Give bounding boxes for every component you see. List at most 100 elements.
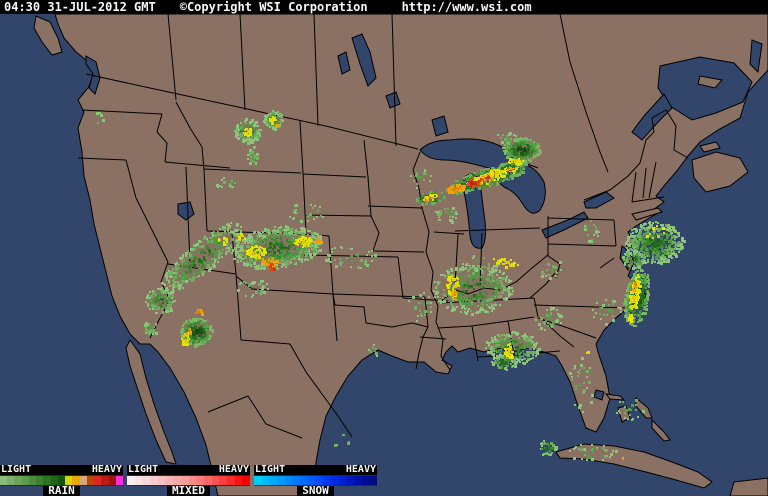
radar-cluster-utah-tail bbox=[145, 287, 176, 314]
radar-cluster-arizona-storm-yellow bbox=[181, 332, 190, 346]
radar-cluster-florida-yellow-dot bbox=[586, 351, 590, 354]
legend-color-cell bbox=[330, 476, 339, 485]
radar-cluster-greatlakes-core-a bbox=[447, 184, 466, 194]
legend-color-cell bbox=[65, 476, 73, 485]
radar-cluster-montana-cell-a-core bbox=[243, 128, 252, 137]
lake-nipigon bbox=[431, 115, 449, 137]
radar-cluster-kentucky-dots bbox=[462, 255, 499, 272]
legend-panel-rain: LIGHT HEAVY RAIN bbox=[0, 465, 123, 496]
radar-cluster-florida-dots bbox=[569, 357, 594, 413]
islands-over-water bbox=[697, 75, 723, 89]
radar-cluster-utah-band-core bbox=[218, 237, 228, 246]
legend-color-cell bbox=[43, 476, 51, 485]
wsi-url: http://www.wsi.com bbox=[401, 0, 532, 14]
legend-color-cell bbox=[150, 476, 158, 485]
radar-cluster-greatlakes-west-tail bbox=[416, 191, 445, 206]
snow-colorbar bbox=[254, 475, 377, 486]
legend-color-cell bbox=[7, 476, 15, 485]
radar-cluster-wyoming-scatter bbox=[216, 177, 236, 188]
legend-color-cell bbox=[86, 476, 95, 485]
legend-color-cell bbox=[50, 476, 58, 485]
legend-color-cell bbox=[203, 476, 212, 485]
legend-color-cell bbox=[315, 476, 324, 485]
copyright-text: ©Copyright WSI Corporation bbox=[179, 0, 368, 14]
anticosti-island bbox=[697, 75, 723, 89]
mixed-type-label: MIXED bbox=[166, 485, 211, 496]
radar-cluster-gulf-coast-water bbox=[491, 354, 518, 371]
legend-color-cell bbox=[134, 476, 143, 485]
snow-intensity-strip: LIGHT HEAVY bbox=[254, 465, 377, 475]
radar-cluster-colorado-west-core bbox=[238, 233, 246, 241]
legend-color-cell bbox=[115, 476, 123, 485]
legend-color-cell bbox=[57, 476, 66, 485]
radar-cluster-nebraska-scatter bbox=[289, 204, 324, 223]
legend-panel-mixed: LIGHT HEAVY MIXED bbox=[127, 465, 250, 496]
legend-color-cell bbox=[369, 476, 377, 485]
cuba bbox=[555, 443, 713, 489]
radar-cluster-ontario-dots bbox=[497, 132, 517, 144]
radar-cluster-colorado-core-e bbox=[314, 237, 323, 244]
legend-color-cell bbox=[261, 476, 270, 485]
legend-color-cell bbox=[180, 476, 189, 485]
snow-type-label: SNOW bbox=[297, 485, 334, 496]
legend-color-cell bbox=[21, 476, 29, 485]
legend-color-cell bbox=[108, 476, 116, 485]
legend-color-cell bbox=[188, 476, 197, 485]
radar-cluster-appalachia-dots bbox=[541, 261, 562, 280]
mixed-colorbar bbox=[127, 475, 250, 486]
snow-heavy-label: HEAVY bbox=[345, 464, 376, 475]
legend-color-cell bbox=[94, 476, 102, 485]
radar-cluster-arizona-storm-orange bbox=[186, 328, 192, 335]
radar-cluster-cuba-orange-dot bbox=[622, 457, 624, 460]
lake-of-the-woods bbox=[385, 91, 401, 109]
radar-cluster-huron-north-blob bbox=[502, 137, 542, 163]
radar-cluster-georgia-scatter bbox=[535, 307, 563, 331]
radar-cluster-greatlakes-core-b bbox=[466, 178, 480, 188]
long-island-bahamas bbox=[651, 418, 671, 442]
radar-cluster-minnesota-dots bbox=[410, 169, 432, 189]
legend-color-cell bbox=[361, 476, 370, 485]
legend-color-cell bbox=[127, 476, 135, 485]
lake-ontario bbox=[583, 191, 615, 209]
legend-color-cell bbox=[226, 476, 235, 485]
radar-layer bbox=[96, 110, 686, 461]
vancouver-island bbox=[33, 15, 63, 56]
radar-cluster-montana-cell-b-orange bbox=[275, 124, 280, 128]
legend-color-cell bbox=[323, 476, 331, 485]
legend-color-cell bbox=[142, 476, 151, 485]
radar-cluster-arizona-north-core bbox=[195, 309, 204, 316]
radar-cluster-plains-scatter bbox=[325, 246, 377, 269]
precip-legend: LIGHT HEAVY RAIN LIGHT HEAVY MIXED LIGHT… bbox=[0, 465, 381, 496]
radar-cluster-offshore-west-lobe bbox=[622, 249, 646, 270]
legend-color-cell bbox=[234, 476, 243, 485]
legend-color-cell bbox=[242, 476, 250, 485]
legend-color-cell bbox=[292, 476, 301, 485]
radar-cluster-bahamas-dots bbox=[616, 399, 645, 421]
radar-cluster-carolina-coast-dots bbox=[592, 299, 622, 326]
rain-intensity-strip: LIGHT HEAVY bbox=[0, 465, 123, 475]
legend-color-cell bbox=[79, 476, 87, 485]
header-bar: 04:30 31-JUL-2012 GMT ©Copyright WSI Cor… bbox=[0, 0, 768, 14]
radar-cluster-new-mexico-scatter bbox=[237, 280, 269, 298]
radar-cluster-utah-tail-south bbox=[144, 322, 158, 335]
legend-color-cell bbox=[165, 476, 174, 485]
radar-cluster-utah-band bbox=[159, 222, 242, 294]
legend-color-cell bbox=[219, 476, 227, 485]
legend-color-cell bbox=[338, 476, 347, 485]
grand-bahama bbox=[604, 393, 626, 401]
rain-colorbar bbox=[0, 475, 123, 486]
maine-border bbox=[639, 109, 689, 164]
radar-cluster-offshore-yellow-specks bbox=[646, 225, 665, 239]
legend-color-cell bbox=[28, 476, 37, 485]
legend-color-cell bbox=[0, 476, 8, 485]
mixed-heavy-label: HEAVY bbox=[218, 464, 249, 475]
nova-scotia bbox=[691, 151, 749, 193]
legend-color-cell bbox=[277, 476, 285, 485]
radar-cluster-montana-cell-b-core bbox=[269, 116, 277, 125]
legend-color-cell bbox=[14, 476, 22, 485]
legend-color-cell bbox=[211, 476, 220, 485]
mexican-state-borders bbox=[207, 395, 303, 439]
legend-color-cell bbox=[254, 476, 262, 485]
